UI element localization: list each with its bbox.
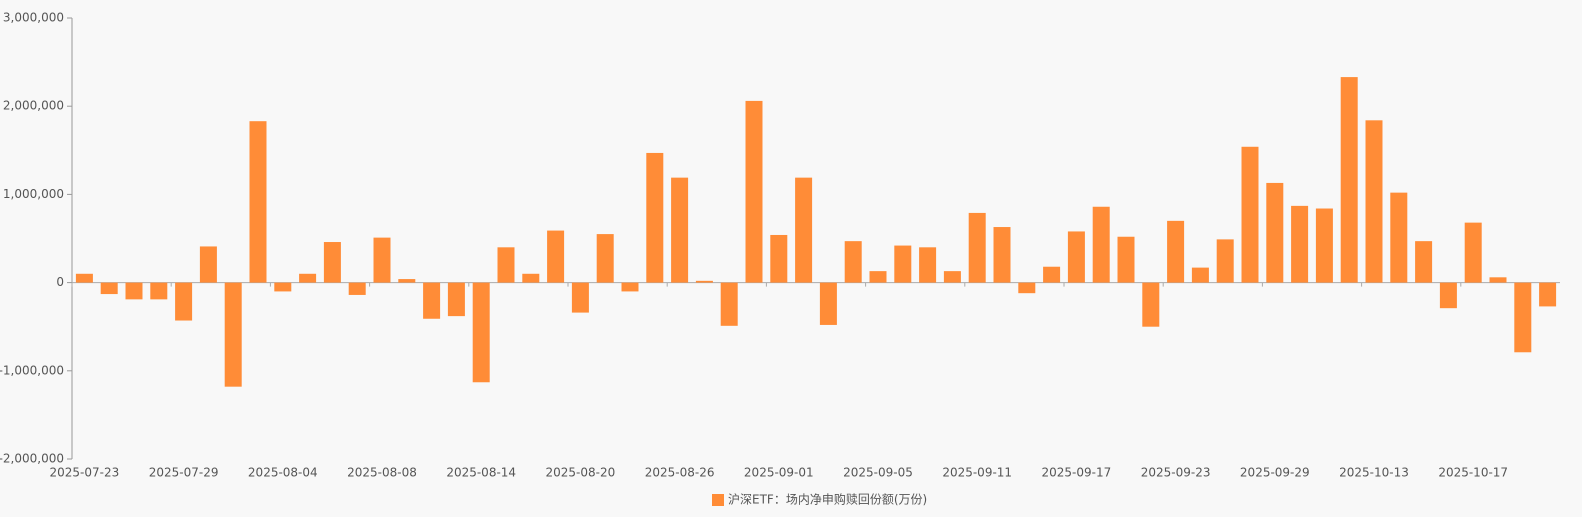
bar	[770, 234, 788, 283]
bar	[150, 282, 168, 300]
bar	[199, 246, 217, 283]
bar	[1489, 277, 1507, 283]
bar	[1167, 220, 1185, 283]
bar	[1216, 239, 1234, 283]
bar	[968, 212, 986, 283]
x-tick-label: 2025-10-17	[1438, 466, 1508, 480]
bar	[695, 280, 713, 283]
bar	[175, 282, 193, 321]
x-tick-label: 2025-07-23	[50, 466, 120, 480]
y-tick-label: 1,000,000	[3, 187, 64, 201]
x-tick-label: 2025-09-11	[942, 466, 1012, 480]
x-tick-label: 2025-09-29	[1240, 466, 1310, 480]
bar	[1067, 231, 1085, 283]
bar	[1142, 282, 1160, 327]
bar	[125, 282, 143, 300]
bar	[398, 279, 416, 283]
x-tick-label: 2025-08-20	[546, 466, 616, 480]
bar	[819, 282, 837, 325]
bar	[671, 177, 689, 283]
bar	[646, 152, 664, 283]
bar	[795, 177, 813, 283]
bar	[1018, 282, 1036, 294]
bar	[1464, 222, 1482, 283]
bar	[373, 237, 391, 283]
bar	[1117, 236, 1135, 283]
bar	[720, 282, 738, 326]
bar	[472, 282, 490, 383]
bar	[993, 227, 1011, 283]
bar	[1191, 267, 1209, 283]
x-tick-label: 2025-09-23	[1141, 466, 1211, 480]
y-tick-label: 0	[56, 275, 64, 289]
bar	[1514, 282, 1532, 353]
bar	[571, 282, 589, 313]
bar	[1043, 266, 1061, 283]
bar	[1291, 205, 1309, 283]
bar	[1315, 208, 1333, 283]
bar	[522, 273, 540, 283]
bar	[224, 282, 242, 387]
x-tick-label: 2025-09-05	[843, 466, 913, 480]
bar	[423, 282, 441, 319]
x-tick-label: 2025-08-04	[248, 466, 318, 480]
bar	[1439, 282, 1457, 309]
y-tick-label: 2,000,000	[3, 99, 64, 113]
bar	[1092, 206, 1110, 283]
bar	[100, 282, 118, 295]
x-tick-label: 2025-08-14	[446, 466, 516, 480]
bar	[844, 241, 862, 283]
bar	[1241, 146, 1259, 283]
x-tick-label: 2025-07-29	[149, 466, 219, 480]
bar	[299, 273, 317, 283]
bar	[323, 242, 341, 283]
bar	[1415, 241, 1433, 283]
y-tick-label: 3,000,000	[3, 11, 64, 25]
bar	[75, 273, 93, 283]
x-tick-label: 2025-08-08	[347, 466, 417, 480]
bar	[497, 247, 515, 283]
bar	[919, 247, 937, 283]
bar	[1266, 182, 1284, 283]
bar	[1539, 282, 1557, 307]
bar	[1365, 120, 1383, 283]
bar	[447, 282, 465, 317]
bar	[1340, 77, 1358, 283]
x-tick-label: 2025-10-13	[1339, 466, 1409, 480]
bar	[249, 121, 267, 283]
bar	[547, 230, 565, 283]
bar	[869, 271, 887, 283]
bar	[894, 245, 912, 283]
y-tick-label: -2,000,000	[0, 452, 64, 466]
x-tick-label: 2025-08-26	[645, 466, 715, 480]
bar	[943, 271, 961, 283]
x-tick-label: 2025-09-17	[1042, 466, 1112, 480]
bar	[1390, 192, 1408, 283]
bar	[274, 282, 292, 292]
y-tick-label: -1,000,000	[0, 363, 64, 377]
bar	[596, 234, 614, 283]
bar	[621, 282, 639, 292]
legend-label: 沪深ETF：场内净申购赎回份额(万份)	[728, 492, 927, 507]
x-tick-label: 2025-09-01	[744, 466, 814, 480]
legend-swatch	[712, 494, 724, 506]
bar	[745, 100, 763, 283]
bar	[348, 282, 366, 295]
